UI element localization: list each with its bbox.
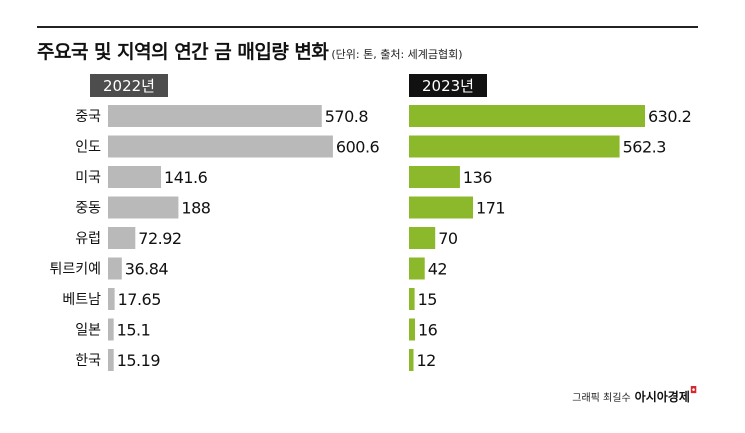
bar bbox=[409, 227, 436, 249]
publisher-mark-icon: ◘ bbox=[689, 386, 697, 396]
data-label: 16 bbox=[418, 321, 438, 340]
category-label: 한국 bbox=[75, 353, 101, 369]
series-name-1: 2023년 bbox=[422, 77, 474, 95]
bar bbox=[108, 105, 322, 127]
bar bbox=[409, 105, 646, 127]
data-label: 72.92 bbox=[138, 229, 181, 248]
series-header-0 bbox=[90, 74, 168, 97]
data-label: 171 bbox=[476, 199, 505, 218]
data-label: 570.8 bbox=[325, 107, 369, 126]
category-label: 일본 bbox=[75, 323, 101, 339]
data-label: 12 bbox=[416, 351, 435, 370]
data-label: 15.19 bbox=[117, 351, 161, 370]
bar bbox=[409, 257, 425, 280]
data-label: 600.6 bbox=[336, 138, 380, 157]
category-label: 유럽 bbox=[75, 231, 101, 247]
data-label: 15.1 bbox=[117, 321, 151, 340]
bar bbox=[108, 318, 114, 341]
data-label: 70 bbox=[438, 229, 458, 248]
bar bbox=[108, 257, 122, 280]
data-label: 17.65 bbox=[118, 290, 161, 309]
bar bbox=[108, 166, 162, 188]
category-label: 미국 bbox=[75, 170, 101, 186]
bar bbox=[409, 288, 415, 310]
data-label: 136 bbox=[463, 168, 492, 187]
bar bbox=[108, 196, 179, 219]
data-label: 42 bbox=[428, 260, 447, 279]
data-label: 36.84 bbox=[125, 260, 169, 279]
top-rule bbox=[37, 26, 698, 28]
chart-title-block: 주요국 및 지역의 연간 금 매입량 변화 (단위: 톤, 출처: 세계금협회) bbox=[37, 37, 463, 64]
bar bbox=[409, 135, 620, 158]
category-label: 중국 bbox=[75, 109, 101, 125]
bar bbox=[409, 318, 415, 341]
bar bbox=[409, 349, 414, 371]
data-label: 562.3 bbox=[623, 138, 666, 157]
data-label: 141.6 bbox=[164, 168, 208, 187]
bar bbox=[108, 135, 333, 158]
bar bbox=[108, 288, 115, 310]
category-label: 튀르키예 bbox=[49, 262, 101, 278]
data-label: 630.2 bbox=[648, 107, 691, 126]
chart-subtitle: (단위: 톤, 출처: 세계금협회) bbox=[331, 48, 463, 61]
data-label: 15 bbox=[418, 290, 437, 309]
bar bbox=[409, 166, 460, 188]
chart-title: 주요국 및 지역의 연간 금 매입량 변화 bbox=[37, 41, 329, 63]
category-label: 베트남 bbox=[62, 292, 101, 308]
bar bbox=[108, 349, 114, 371]
bar bbox=[409, 196, 474, 219]
category-label: 중동 bbox=[75, 201, 101, 217]
series-name-0: 2022년 bbox=[103, 77, 155, 95]
credit-byline: 그래픽 최길수 bbox=[572, 393, 631, 404]
bar bbox=[108, 227, 136, 249]
credit: 그래픽 최길수 아시아경제◘ bbox=[572, 386, 697, 405]
category-label: 인도 bbox=[75, 140, 101, 156]
series-header-1 bbox=[409, 74, 487, 97]
data-label: 188 bbox=[181, 199, 210, 218]
publisher-logo: 아시아경제 bbox=[634, 390, 690, 404]
